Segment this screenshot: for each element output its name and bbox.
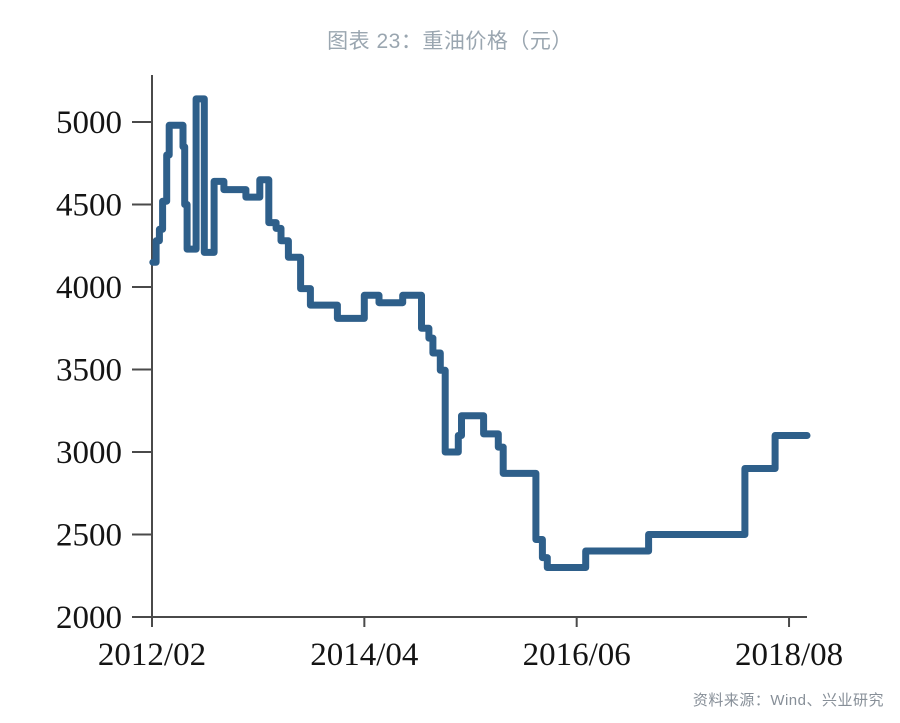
chart-title: 图表 23：重油价格（元）: [327, 30, 573, 53]
data-source: 资料来源：Wind、兴业研究: [692, 692, 884, 709]
x-tick-label: 2012/02: [98, 637, 206, 673]
y-tick-label: 5000: [56, 105, 122, 141]
y-tick-label: 3500: [56, 353, 122, 389]
y-tick-label: 2500: [56, 518, 122, 554]
y-tick-label: 3000: [56, 435, 122, 471]
y-tick-label: 2000: [56, 600, 122, 636]
series-line-heavy-oil-price: [149, 95, 811, 571]
x-tick-label: 2016/06: [523, 637, 631, 673]
y-tick-label: 4500: [56, 188, 122, 224]
x-tick-label: 2014/04: [310, 637, 418, 673]
x-tick-label: 2018/08: [735, 637, 843, 673]
y-tick-label: 4000: [56, 270, 122, 306]
